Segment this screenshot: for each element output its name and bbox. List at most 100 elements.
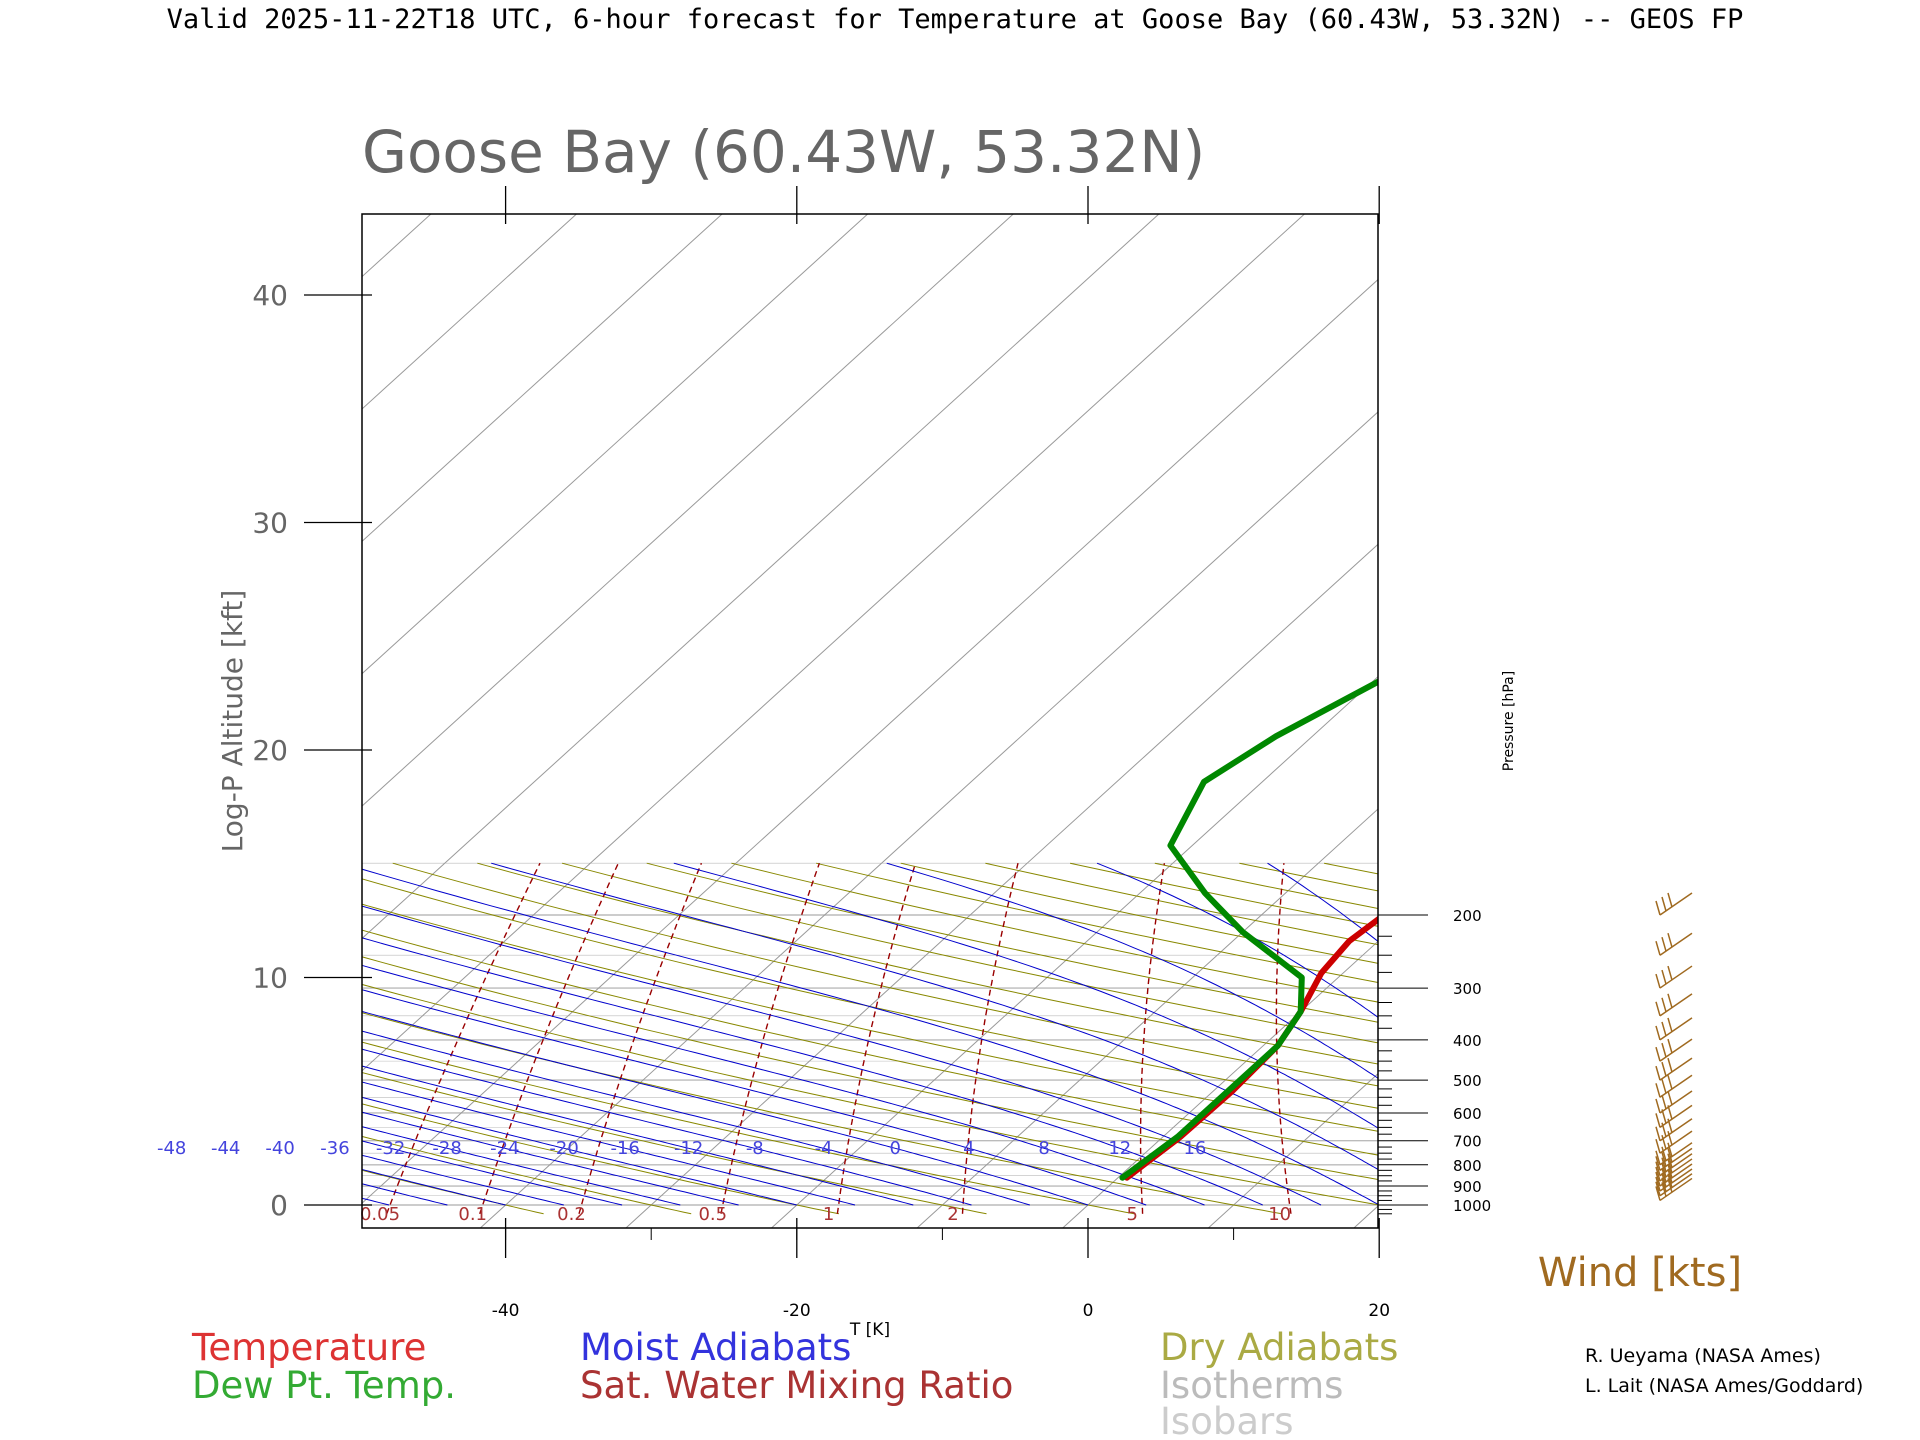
moist-adiabat bbox=[362, 937, 1263, 1206]
moist-adiabat bbox=[886, 862, 1378, 1079]
wind-barb-flag bbox=[1661, 1109, 1667, 1124]
moist-adiabat-label: -36 bbox=[320, 1138, 349, 1159]
wind-barb-flag bbox=[1667, 1075, 1673, 1090]
wind-barb-staff bbox=[1659, 1177, 1693, 1202]
dry-adiabat bbox=[362, 1135, 692, 1215]
wind-barb-staff bbox=[1659, 1057, 1693, 1081]
wind-barb-flag bbox=[1655, 1176, 1661, 1192]
wind-barb-flag bbox=[1667, 1017, 1673, 1033]
mixing-ratio-line bbox=[720, 862, 821, 1214]
mixing-ratio-line bbox=[386, 862, 541, 1215]
pressure-tick-label: 400 bbox=[1453, 1032, 1482, 1050]
pressure-tick-label: 500 bbox=[1453, 1072, 1482, 1090]
wind-barb-flag bbox=[1655, 1065, 1661, 1081]
legend-isobars: Isobars bbox=[1160, 1400, 1293, 1440]
moist-adiabat-label: 12 bbox=[1108, 1138, 1131, 1159]
wind-barb-flag bbox=[1661, 1162, 1667, 1178]
dry-adiabat bbox=[477, 862, 1378, 1065]
wind-barb-flag bbox=[1667, 993, 1673, 1009]
wind-barb-staff bbox=[1659, 1017, 1693, 1041]
dry-adiabat bbox=[362, 903, 1378, 1132]
moist-adiabat bbox=[362, 1010, 1089, 1206]
y-tick-label: 30 bbox=[252, 507, 288, 540]
wind-barb-flag bbox=[1667, 1038, 1673, 1054]
wind-barb-flag bbox=[1655, 1098, 1661, 1114]
moist-adiabat bbox=[362, 1096, 797, 1206]
mixing-ratio-line bbox=[578, 862, 703, 1214]
wind-barb-flag bbox=[1667, 892, 1673, 908]
wind-barb-staff bbox=[1659, 1104, 1693, 1128]
wind-barb-flag bbox=[1661, 1134, 1667, 1150]
wind-barb-flag bbox=[1661, 1177, 1667, 1192]
wind-barb-flag bbox=[1667, 1163, 1673, 1179]
mixing-ratio-line bbox=[1411, 863, 1451, 1214]
mixing-ratio-line bbox=[961, 863, 1019, 1214]
x-tick-label: -40 bbox=[492, 1301, 520, 1321]
moist-adiabat bbox=[673, 862, 1378, 1129]
wind-barb-staff bbox=[1659, 892, 1693, 916]
dry-adiabat bbox=[362, 956, 1378, 1181]
isotherm-line bbox=[362, 214, 1160, 940]
isotherm-line bbox=[479, 411, 1378, 1228]
mixing-ratio-label: 0.05 bbox=[360, 1204, 400, 1225]
isotherm-line bbox=[916, 808, 1378, 1228]
wind-barb-flag bbox=[1661, 1182, 1667, 1197]
plot-frame bbox=[361, 213, 1379, 1229]
mixing-ratio-label: 5 bbox=[1126, 1204, 1137, 1225]
dry-adiabat bbox=[362, 1169, 544, 1215]
dry-adiabat bbox=[1154, 862, 1378, 909]
profiles bbox=[1119, 678, 1378, 1181]
y-tick-label: 20 bbox=[252, 734, 288, 767]
moist-adiabat bbox=[1096, 862, 1378, 1018]
dry-adiabat bbox=[362, 1041, 1135, 1215]
dry-adiabat bbox=[815, 862, 1378, 983]
dry-adiabat bbox=[1494, 863, 1920, 1214]
moist-adiabat-label: -28 bbox=[432, 1138, 461, 1159]
wind-barb-flag bbox=[1667, 1158, 1673, 1174]
wind-barb-flag bbox=[1661, 896, 1667, 912]
moist-adiabat-label: -12 bbox=[674, 1138, 703, 1159]
moist-adiabat-label: 4 bbox=[963, 1138, 974, 1159]
wind-barb-flag bbox=[1655, 1181, 1661, 1196]
wind-barb-flag bbox=[1661, 1061, 1667, 1077]
legend-temperature: Temperature bbox=[191, 1326, 426, 1369]
isotherm-line bbox=[1633, 181, 1920, 1239]
temperature-line bbox=[1123, 915, 1378, 1181]
isotherm-line bbox=[362, 214, 869, 675]
wind-barb-flag bbox=[1667, 1168, 1673, 1184]
isotherm-line bbox=[1061, 940, 1378, 1228]
dry-adiabat bbox=[1239, 862, 1378, 892]
wind-barb-staff bbox=[1659, 1074, 1693, 1098]
wind-barb-flag bbox=[1667, 1130, 1673, 1146]
wind-barb-flag bbox=[1655, 1113, 1661, 1128]
moist-adiabat-label: -8 bbox=[746, 1138, 764, 1159]
mixing-ratio-line bbox=[479, 862, 619, 1215]
dry-adiabat bbox=[731, 862, 1378, 1003]
wind-barb-flag bbox=[1667, 1148, 1673, 1163]
wind-barb-staff bbox=[1659, 1130, 1693, 1154]
wind-barb-flag bbox=[1655, 1001, 1661, 1017]
isotherm-line bbox=[362, 214, 1306, 1072]
mixing-ratio-label: 0.5 bbox=[698, 1204, 727, 1225]
wind-barb-flag bbox=[1667, 1153, 1673, 1168]
mixing-ratio-label: 0.1 bbox=[458, 1204, 487, 1225]
dry-adiabat bbox=[1324, 862, 1378, 875]
moist-adiabat bbox=[491, 862, 1378, 1171]
wind-barb-flag bbox=[1661, 1079, 1667, 1094]
wind-barb-flag bbox=[1655, 1126, 1661, 1141]
moist-adiabat bbox=[362, 1111, 739, 1206]
isotherm-line bbox=[362, 214, 723, 543]
moist-adiabat bbox=[362, 1183, 448, 1206]
credit-ueyama: R. Ueyama (NASA Ames) bbox=[1585, 1345, 1821, 1367]
wind-barb-flag bbox=[1661, 1094, 1667, 1110]
wind-barb-flag bbox=[1661, 997, 1667, 1013]
background-grid bbox=[0, 181, 1920, 1239]
moist-adiabat-label: -24 bbox=[490, 1138, 519, 1159]
wind-barb-flag bbox=[1667, 1142, 1673, 1157]
wind-barb-flag bbox=[1655, 1046, 1661, 1062]
pressure-tick-label: 800 bbox=[1453, 1157, 1482, 1175]
dry-adiabat bbox=[646, 862, 1378, 1023]
isotherm-line bbox=[0, 181, 321, 1239]
dry-adiabat bbox=[362, 878, 1378, 1109]
moist-adiabat bbox=[362, 1030, 1030, 1206]
